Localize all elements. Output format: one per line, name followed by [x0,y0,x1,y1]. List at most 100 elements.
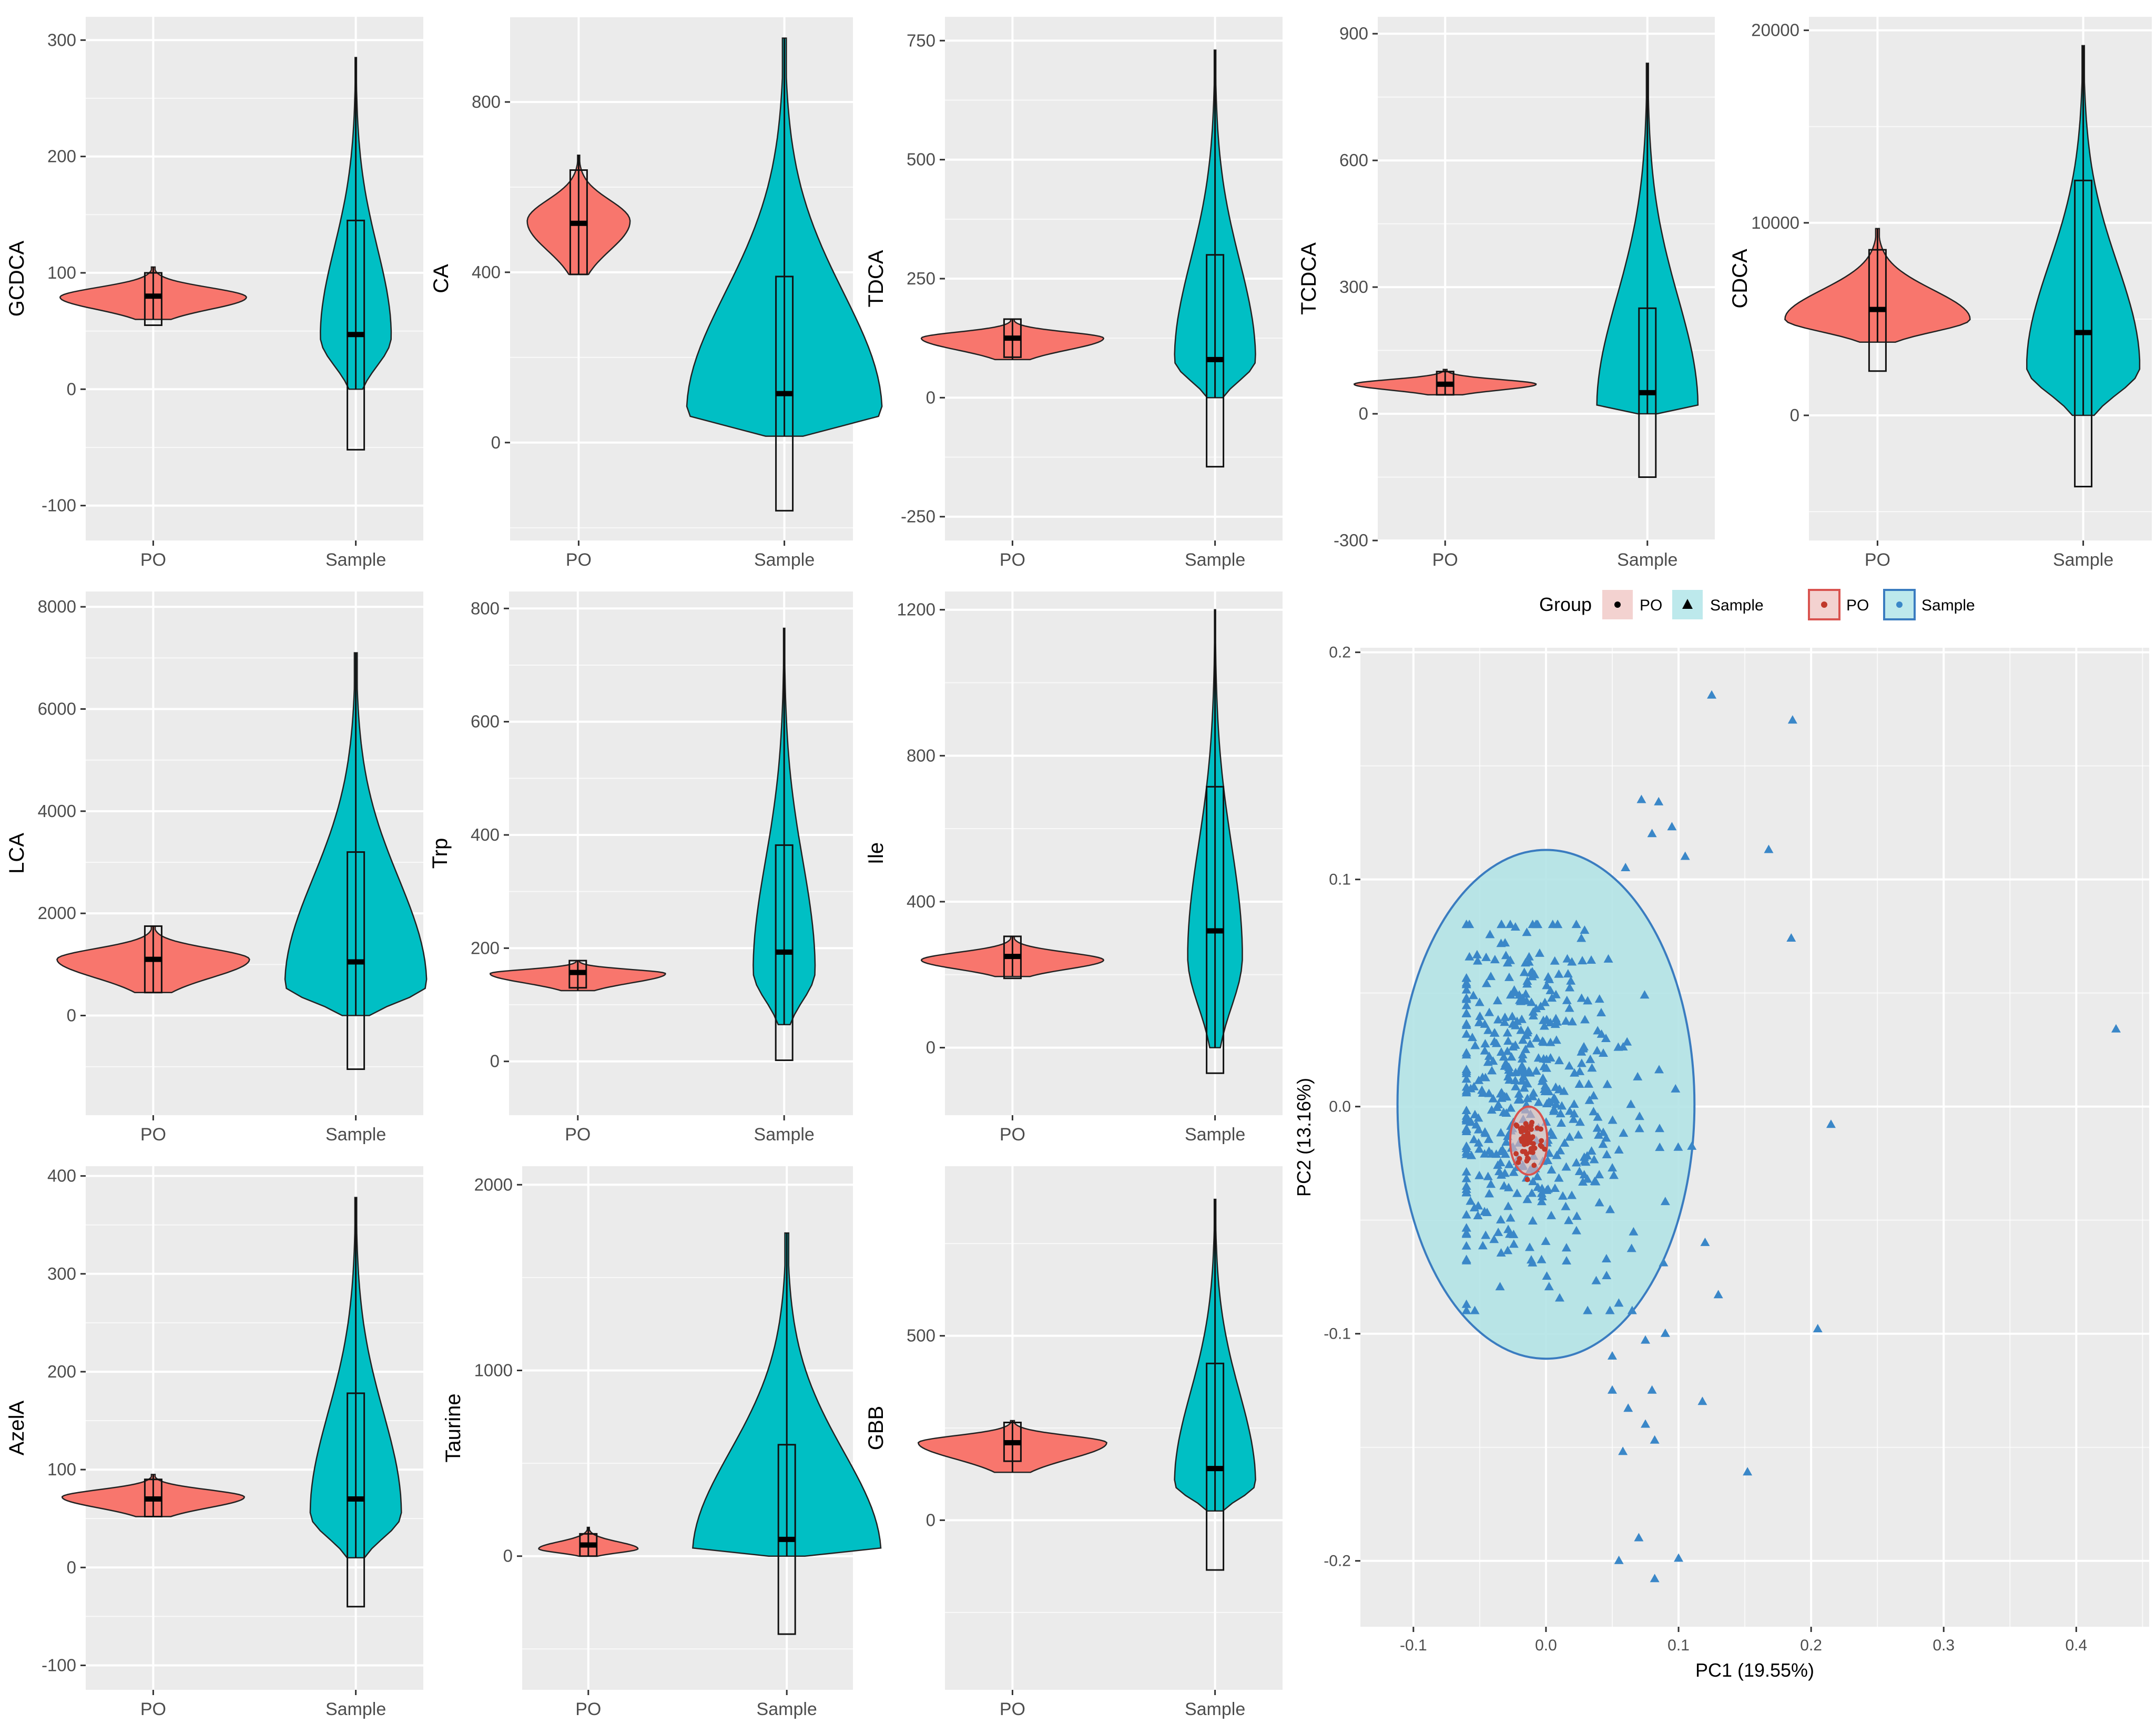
sample-point [1527,1188,1537,1197]
po-point [1519,1125,1525,1131]
violin-panel: 0 1000 2000 PO Sample Taurine [442,1166,882,1719]
sample-point [1545,985,1555,994]
sample-point [1488,1094,1498,1103]
sample-point [1634,1124,1644,1133]
x-tick-label: Sample [754,1125,815,1145]
sample-point [1787,715,1797,724]
sample-point [1551,1035,1561,1044]
violin-panel: -100 0 100 200 300 PO Sample GCDCA [5,17,423,570]
y-tick-label: 400 [471,825,500,844]
sample-point [1561,1201,1571,1210]
sample-point [1591,1177,1601,1186]
y-axis-title: Trp [429,838,452,869]
sample-point [1481,1230,1491,1239]
sample-point [1587,1063,1597,1072]
sample-point [1540,997,1550,1006]
x-tick-label: PO [140,550,166,570]
sample-point [1562,995,1572,1004]
sample-point [1461,1185,1471,1194]
sample-point [1469,1202,1479,1211]
x-tick-label: -0.1 [1400,1637,1427,1654]
sample-point [1534,948,1544,957]
sample-point [1647,1385,1657,1394]
y-tick-label: 1200 [897,600,935,619]
y-tick-label: 1000 [474,1361,513,1380]
sample-point [1502,958,1512,967]
sample-point [1511,1082,1521,1090]
sample-point [1472,950,1482,958]
sample-point [1550,956,1560,965]
sample-point [1540,1081,1550,1090]
sample-point [1544,1148,1554,1157]
po-point [1524,1177,1530,1182]
y-axis-title: GCDCA [5,240,28,317]
sample-point [1461,985,1471,994]
sample-point [1466,1196,1476,1205]
y-tick-label: 0 [491,433,501,452]
sample-point [1593,1026,1603,1035]
sample-point [1591,1276,1601,1284]
sample-point [1493,1160,1503,1169]
x-tick-label: 0.3 [1933,1637,1955,1654]
po-point [1522,1149,1528,1155]
sample-point [1549,1104,1559,1113]
sample-point [1509,1229,1519,1238]
sample-point [1500,1012,1510,1021]
sample-point [1577,1058,1587,1067]
sample-point [1537,1197,1547,1206]
sample-point [1474,1170,1484,1179]
sample-point [1509,1239,1519,1248]
sample-point [1492,996,1502,1005]
sample-point [1486,1179,1496,1188]
sample-point [1497,920,1507,929]
sample-point [1526,1255,1536,1264]
sample-point [1561,1243,1571,1252]
sample-point [1573,1130,1583,1139]
sample-point [1660,1197,1670,1206]
sample-point [1629,1227,1639,1236]
sample-point [1524,952,1534,961]
y-tick-label: 8000 [38,597,76,616]
sample-point [2111,1024,2121,1033]
sample-point [1574,1167,1584,1176]
sample-point [1500,1149,1510,1158]
sample-point [1673,1142,1683,1151]
y-tick-label: 200 [47,147,76,166]
sample-point [1535,1001,1545,1010]
x-tick-label: Sample [1185,550,1245,570]
y-tick-label: 800 [471,598,500,618]
sample-point [1560,1138,1570,1147]
sample-point [1551,990,1561,998]
sample-point [1517,1060,1527,1069]
y-axis-title: GBB [865,1406,888,1450]
y-tick-label: 0 [926,1038,935,1057]
sample-point [1525,1039,1535,1048]
sample-point [1461,1064,1471,1073]
sample-point [1544,1097,1554,1106]
sample-point [1491,1038,1501,1047]
sample-point [1528,1177,1538,1186]
sample-point [1589,1090,1599,1099]
sample-point [1552,1017,1562,1026]
legend-triangle-icon [1682,599,1693,609]
y-axis-title: Taurine [442,1393,465,1462]
sample-point [1496,939,1506,947]
x-tick-label: Sample [757,1699,817,1719]
sample-point [1697,1396,1707,1405]
sample-point [1583,1305,1593,1314]
sample-point [1622,1037,1632,1046]
sample-point [1707,690,1717,699]
x-tick-label: PO [575,1699,601,1719]
sample-point [1506,1213,1516,1222]
sample-point [1501,1108,1511,1117]
sample-point [1634,1533,1644,1542]
po-point [1531,1162,1537,1168]
sample-point [1581,1157,1591,1166]
legend-dot-icon [1614,601,1621,608]
x-axis-title: PC1 (19.55%) [1695,1659,1814,1681]
sample-point [1473,1113,1483,1122]
po-point [1524,1155,1530,1161]
sample-point [1461,1008,1471,1017]
sample-point [1478,1241,1488,1250]
y-tick-label: 100 [47,1460,76,1479]
